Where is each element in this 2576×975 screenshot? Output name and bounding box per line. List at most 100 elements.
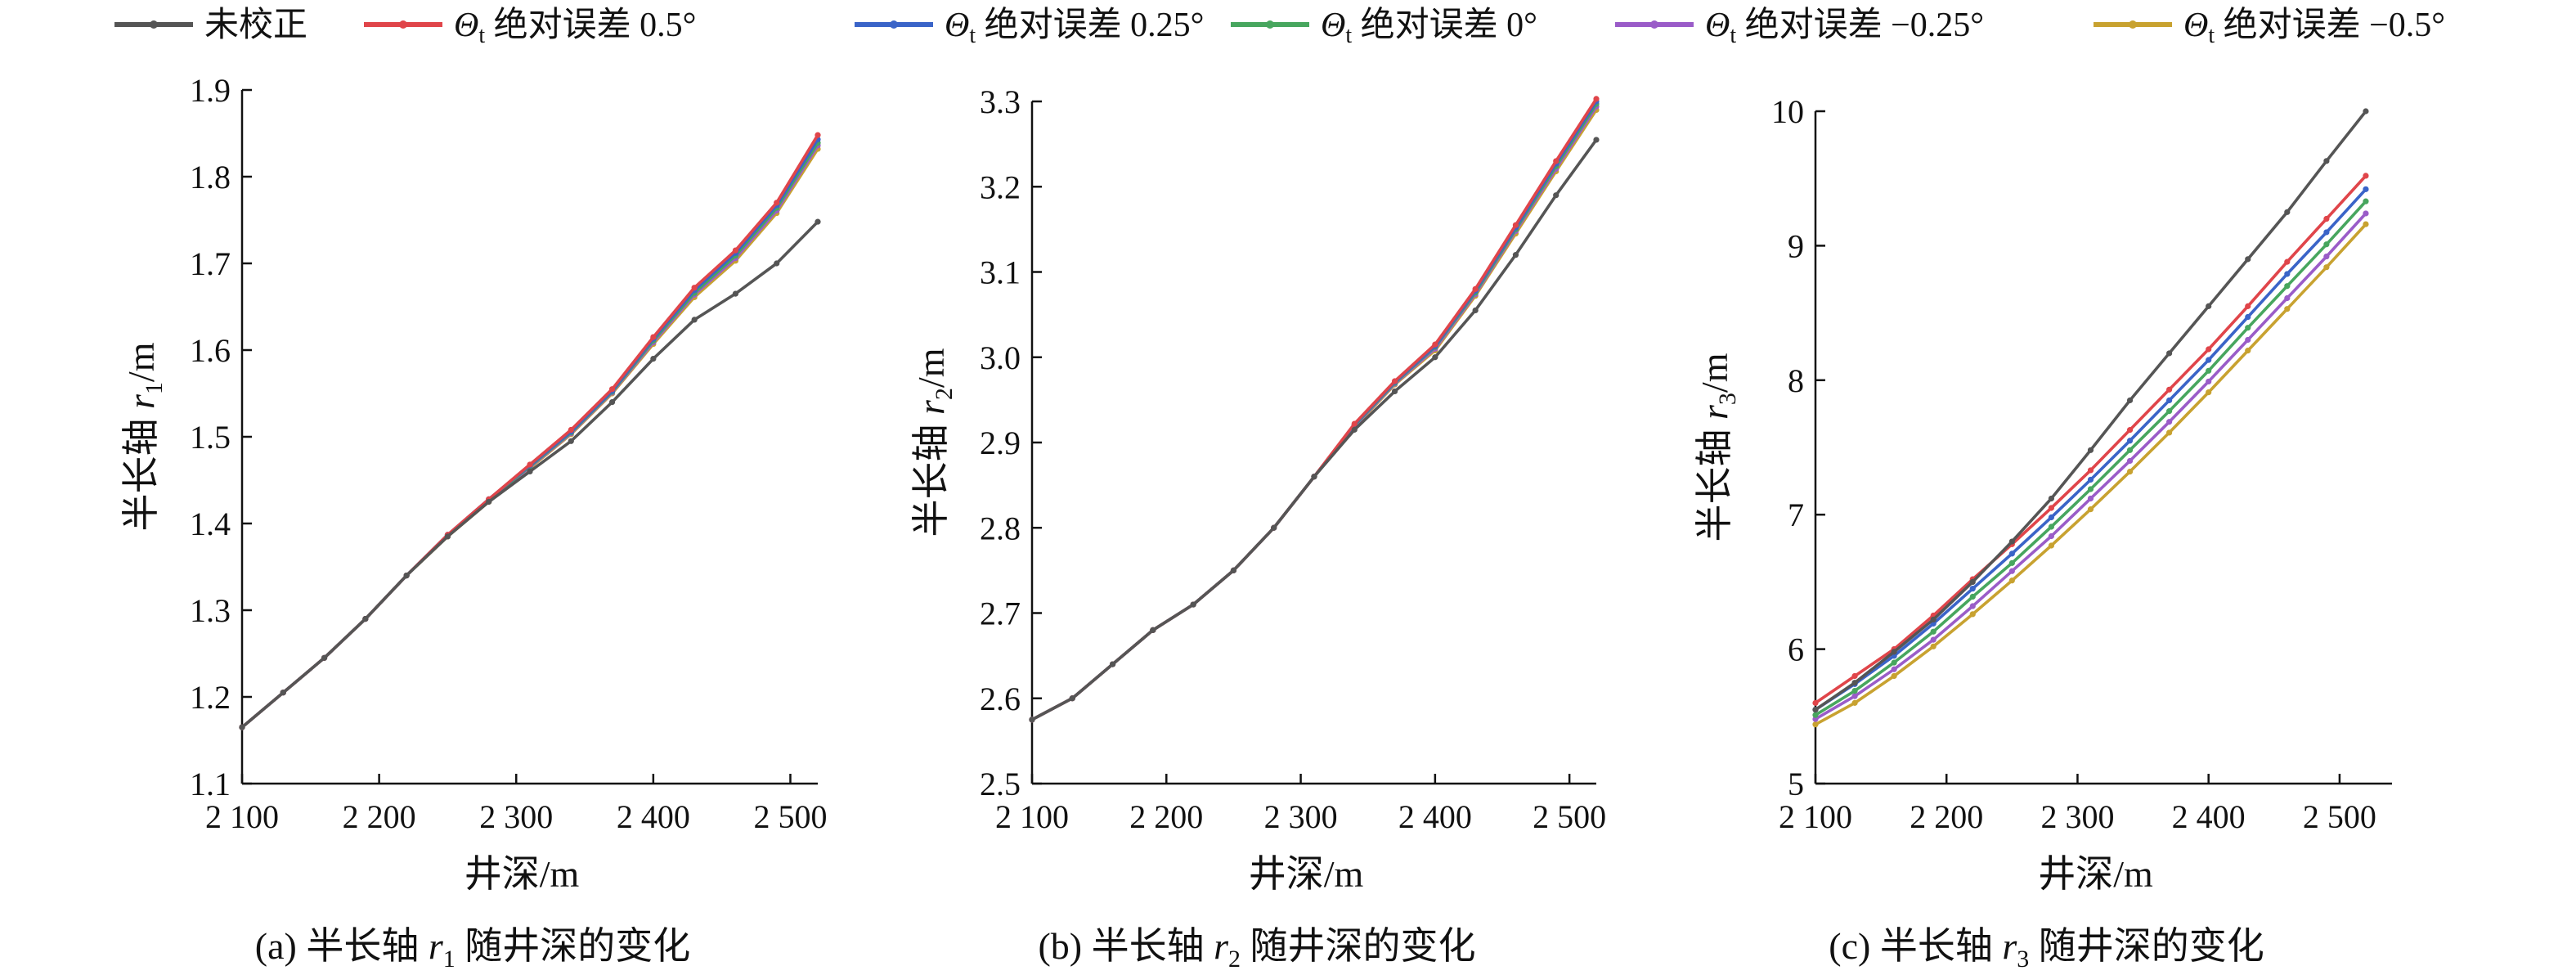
data-point [2166, 386, 2173, 393]
legend-label: Θt 绝对误差 −0.5° [2183, 6, 2445, 48]
data-point [1891, 649, 1897, 655]
x-tick-label: 2 200 [1910, 798, 1983, 835]
series-path [240, 148, 819, 729]
data-point [2284, 209, 2291, 215]
data-point [2166, 408, 2173, 415]
series-line [1812, 173, 2369, 706]
legend-marker [399, 20, 407, 29]
legend-item: Θt 绝对误差 0.25° [855, 6, 1204, 48]
data-point [2206, 346, 2212, 353]
data-point [2363, 186, 2369, 192]
data-point [2048, 505, 2055, 511]
data-point [1812, 721, 1819, 728]
y-tick-label: 1.7 [190, 245, 231, 282]
data-point [1891, 659, 1897, 666]
x-tick-label: 2 400 [1398, 798, 1472, 835]
y-tick-label: 1.9 [190, 72, 231, 109]
data-point [2363, 221, 2369, 227]
data-point [732, 247, 739, 254]
series-path [1031, 106, 1598, 721]
legend-marker [150, 20, 158, 29]
data-point [2008, 577, 2015, 584]
data-point [1190, 601, 1196, 608]
data-point [321, 654, 328, 661]
y-tick-label: 1.1 [190, 766, 231, 802]
y-axis-title: 半长轴 r1/m [120, 342, 168, 531]
data-point [527, 468, 533, 475]
y-tick-label: 3.1 [980, 254, 1021, 291]
series-path [240, 134, 819, 729]
data-point [2323, 158, 2330, 164]
series-line [1029, 137, 1600, 723]
data-point [2363, 198, 2369, 204]
y-tick-label: 1.6 [190, 332, 231, 369]
data-point [815, 132, 821, 138]
y-tick-label: 2.9 [980, 425, 1021, 461]
y-tick-label: 3.2 [980, 168, 1021, 205]
legend-item: Θt 绝对误差 −0.5° [2094, 6, 2445, 48]
data-point [774, 200, 780, 206]
data-point [2363, 210, 2369, 217]
legend-label: Θt 绝对误差 0.5° [454, 6, 696, 48]
data-point [1150, 627, 1156, 633]
data-point [2126, 397, 2134, 404]
data-point [1553, 158, 1560, 164]
data-point [1969, 586, 1976, 592]
data-point [2284, 258, 2291, 265]
x-tick-label: 2 300 [1264, 798, 1338, 835]
series-path [1031, 101, 1598, 721]
data-point [2323, 264, 2330, 271]
chart-panel: 2.5 2.6 2.7 2.8 2.9 3.0 3.1 3.2 3.3 2 100 2 200 2 3… [910, 83, 1606, 973]
series-line [239, 136, 821, 730]
data-point [1391, 388, 1398, 395]
data-point [2048, 514, 2055, 521]
data-point [2048, 495, 2055, 502]
series-line [239, 146, 821, 730]
data-point [280, 690, 286, 696]
series-line [239, 132, 821, 730]
legend-item: Θt 绝对误差 −0.25° [1615, 6, 1984, 48]
data-point [2363, 108, 2369, 115]
series-path [1814, 174, 2367, 704]
data-point [2245, 348, 2251, 354]
x-axis-title: 井深/m [2038, 853, 2153, 895]
data-point [1812, 712, 1819, 718]
series-path [1031, 103, 1598, 721]
series-line [1029, 96, 1600, 723]
data-point [2087, 447, 2094, 453]
data-point [1230, 567, 1237, 573]
data-point [1351, 426, 1358, 433]
y-tick-label: 1.2 [190, 679, 231, 716]
legend-marker [2129, 20, 2137, 29]
series-line [1029, 98, 1600, 723]
series-line [1029, 101, 1600, 723]
series-line [1812, 221, 2369, 728]
series-line [239, 218, 821, 730]
data-point [1969, 603, 1976, 609]
data-point [2048, 523, 2055, 530]
x-tick-label: 2 100 [1779, 798, 1852, 835]
data-point [2008, 568, 2015, 574]
data-point [2008, 538, 2015, 545]
legend-marker [1650, 20, 1658, 29]
chart-panel: 1.1 1.2 1.3 1.4 1.5 1.6 1.7 1.8 1.9 2 100 2 200 2 3… [120, 72, 827, 973]
data-point [1351, 420, 1358, 427]
data-point [1969, 593, 1976, 600]
data-point [691, 317, 698, 323]
data-point [2126, 438, 2134, 444]
x-tick-label: 2 400 [617, 798, 690, 835]
data-point [486, 498, 492, 505]
x-tick-label: 2 500 [2303, 798, 2376, 835]
data-point [732, 290, 739, 297]
y-tick-label: 2.7 [980, 595, 1021, 632]
data-point [2087, 486, 2094, 492]
data-point [2323, 215, 2330, 222]
x-tick-label: 2 500 [753, 798, 827, 835]
series-line [1812, 210, 2369, 722]
data-point [1891, 672, 1897, 680]
data-point [1512, 252, 1519, 258]
data-point [1029, 717, 1035, 723]
data-point [2323, 229, 2330, 236]
y-tick-label: 1.8 [190, 159, 231, 195]
